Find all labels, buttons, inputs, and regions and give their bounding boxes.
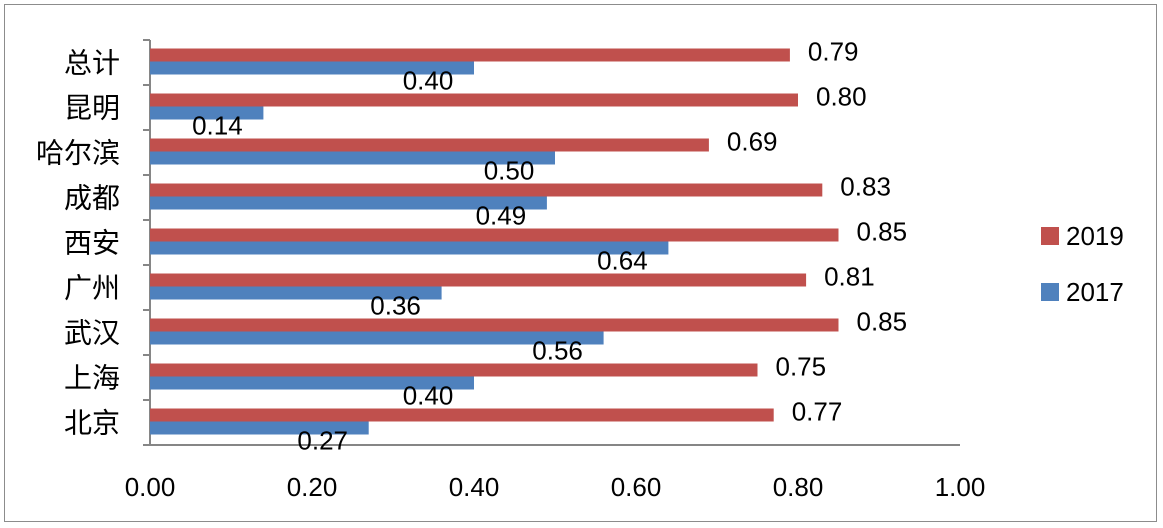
- bar-2017: [150, 106, 264, 120]
- category-label: 上海: [64, 362, 120, 395]
- data-label-2019: 0.75: [776, 352, 827, 382]
- bar-2017: [150, 376, 474, 390]
- x-tick-label: 0.80: [773, 472, 824, 502]
- legend-label-2017: 2017: [1066, 277, 1124, 307]
- category-label: 西安: [64, 227, 120, 260]
- category-label: 武汉: [64, 317, 120, 350]
- category-label: 昆明: [64, 92, 120, 125]
- bar-2019: [150, 363, 758, 377]
- bar-2019: [150, 408, 774, 422]
- bar-2019: [150, 228, 839, 242]
- bar-2019: [150, 138, 709, 152]
- data-label-2017: 0.50: [484, 156, 535, 186]
- data-label-2017: 0.40: [403, 381, 454, 411]
- x-tick-label: 0.00: [125, 472, 176, 502]
- data-label-2017: 0.40: [403, 66, 454, 96]
- x-tick-label: 1.00: [935, 472, 986, 502]
- bar-2017: [150, 331, 604, 345]
- bar-2017: [150, 241, 669, 255]
- category-label: 总计: [64, 47, 120, 80]
- bar-2017: [150, 286, 442, 300]
- data-label-2019: 0.79: [808, 37, 859, 67]
- x-tick-label: 0.20: [287, 472, 338, 502]
- bar-2017: [150, 151, 555, 165]
- data-label-2019: 0.85: [857, 217, 908, 247]
- data-label-2017: 0.27: [297, 426, 348, 456]
- bar-2017: [150, 421, 369, 435]
- bar-2019: [150, 273, 807, 287]
- legend-swatch-2019: [1041, 227, 1059, 245]
- bar-2019: [150, 93, 798, 107]
- bar-2019: [150, 183, 823, 197]
- data-label-2019: 0.77: [792, 397, 843, 427]
- data-label-2019: 0.69: [727, 127, 778, 157]
- bar-2019: [150, 48, 790, 62]
- data-label-2017: 0.14: [192, 111, 243, 141]
- legend: 2019 2017: [1041, 221, 1124, 307]
- x-tick-label: 0.40: [449, 472, 500, 502]
- category-label: 哈尔滨: [36, 137, 120, 170]
- category-label: 北京: [64, 407, 120, 440]
- x-tick-label: 0.60: [611, 472, 662, 502]
- bar-2019: [150, 318, 839, 332]
- category-label: 广州: [64, 272, 120, 305]
- bar-2017: [150, 61, 474, 75]
- chart-frame: [4, 4, 1157, 522]
- data-label-2017: 0.56: [532, 336, 583, 366]
- data-label-2019: 0.85: [857, 307, 908, 337]
- legend-swatch-2017: [1041, 283, 1059, 301]
- legend-label-2019: 2019: [1066, 221, 1124, 251]
- bar-2017: [150, 196, 547, 210]
- data-label-2017: 0.49: [476, 201, 527, 231]
- category-label: 成都: [64, 182, 120, 215]
- data-label-2017: 0.64: [597, 246, 648, 276]
- data-label-2019: 0.83: [840, 172, 891, 202]
- data-label-2017: 0.36: [370, 291, 421, 321]
- data-label-2019: 0.81: [824, 262, 875, 292]
- data-label-2019: 0.80: [816, 82, 867, 112]
